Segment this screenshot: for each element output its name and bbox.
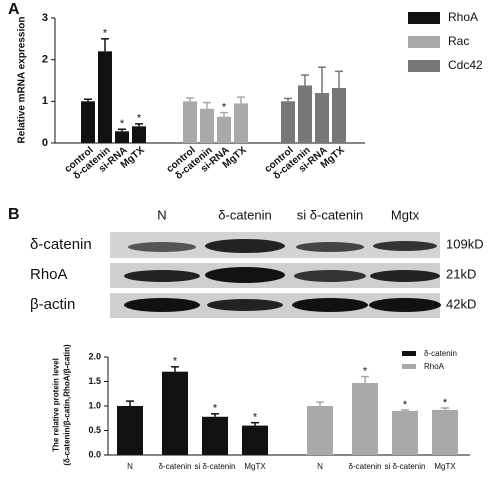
y-tick-label: 2 [42, 54, 48, 66]
legend-label: RhoA [448, 10, 478, 24]
band [205, 267, 285, 283]
bar [117, 406, 143, 455]
x-tick-label: si δ-catenin [385, 462, 426, 471]
significance-marker: * [173, 356, 178, 368]
x-tick-label: δ-catenin [349, 462, 382, 471]
row-label: β-actin [30, 296, 75, 313]
legend-label: δ-catenin [424, 349, 457, 358]
size-label: 109kD [446, 236, 484, 251]
lane-label: δ-catenin [218, 207, 272, 222]
western-blot: N δ-catenin si δ-catenin Mgtx δ-catenin … [30, 207, 484, 318]
band [370, 270, 440, 282]
significance-marker: * [213, 403, 218, 415]
legend-label: RhoA [424, 362, 445, 371]
significance-marker: * [137, 113, 142, 125]
significance-marker: * [253, 412, 258, 424]
band [294, 270, 366, 282]
bar [183, 101, 197, 143]
y-tick-label: 0 [42, 137, 48, 149]
band [292, 298, 368, 312]
x-tick-label: MgTX [434, 462, 456, 471]
x-tick-label: si δ-catenin [195, 462, 236, 471]
significance-marker: * [103, 28, 108, 40]
band [124, 270, 200, 282]
y-tick-label: 2.0 [88, 351, 101, 361]
legend-swatch [408, 60, 440, 72]
bar [315, 93, 329, 143]
band [207, 299, 283, 311]
legend-swatch [408, 36, 440, 48]
x-tick-label: δ-catenin [159, 462, 192, 471]
legend-swatch [402, 351, 416, 356]
bar [242, 425, 268, 455]
bar [132, 126, 146, 143]
band [369, 298, 441, 312]
y-tick-label: 3 [42, 12, 48, 24]
band [124, 298, 200, 312]
row-label: RhoA [30, 266, 68, 283]
bar [202, 416, 228, 455]
bar [281, 101, 295, 143]
band [205, 239, 285, 253]
bar [162, 371, 188, 455]
bar [98, 51, 112, 144]
legend-swatch [402, 364, 416, 369]
bar [200, 108, 214, 143]
y-axis-title: Relative mRNA expression [17, 17, 28, 144]
y-axis-title: The relative protein level [52, 358, 61, 452]
x-tick-label: N [317, 462, 323, 471]
band [373, 241, 437, 251]
bar [332, 88, 346, 143]
bar [217, 116, 231, 143]
legend-swatch [408, 12, 440, 24]
x-tick-label: N [127, 462, 133, 471]
bar [432, 409, 458, 455]
y-tick-label: 1 [42, 95, 48, 107]
lane-label: Mgtx [391, 207, 420, 222]
bar [298, 85, 312, 143]
significance-marker: * [443, 397, 448, 409]
y-axis-title: (δ-catenin/β-catin,RhoA/β-catin) [63, 344, 72, 466]
bar [352, 382, 378, 455]
panel-label: B [8, 206, 20, 223]
panel-label: A [8, 1, 20, 18]
lane-label: si δ-catenin [297, 207, 364, 222]
size-label: 42kD [446, 296, 476, 311]
significance-marker: * [363, 366, 368, 378]
y-tick-label: 0.0 [88, 449, 101, 459]
significance-marker: * [222, 101, 227, 113]
size-label: 21kD [446, 266, 476, 281]
significance-marker: * [403, 399, 408, 411]
bar [234, 103, 248, 143]
y-tick-label: 0.5 [88, 425, 101, 435]
x-tick-label: MgTX [244, 462, 266, 471]
bar [307, 406, 333, 455]
y-tick-label: 1.5 [88, 376, 101, 386]
legend-label: Cdc42 [448, 58, 483, 72]
y-tick-label: 1.0 [88, 400, 101, 410]
band [296, 242, 364, 252]
row-label: δ-catenin [30, 236, 92, 253]
bar [115, 131, 129, 143]
band [128, 242, 196, 252]
lane-label: N [157, 207, 166, 222]
significance-marker: * [120, 118, 125, 130]
bar [81, 101, 95, 143]
bar [392, 410, 418, 455]
legend-label: Rac [448, 34, 469, 48]
